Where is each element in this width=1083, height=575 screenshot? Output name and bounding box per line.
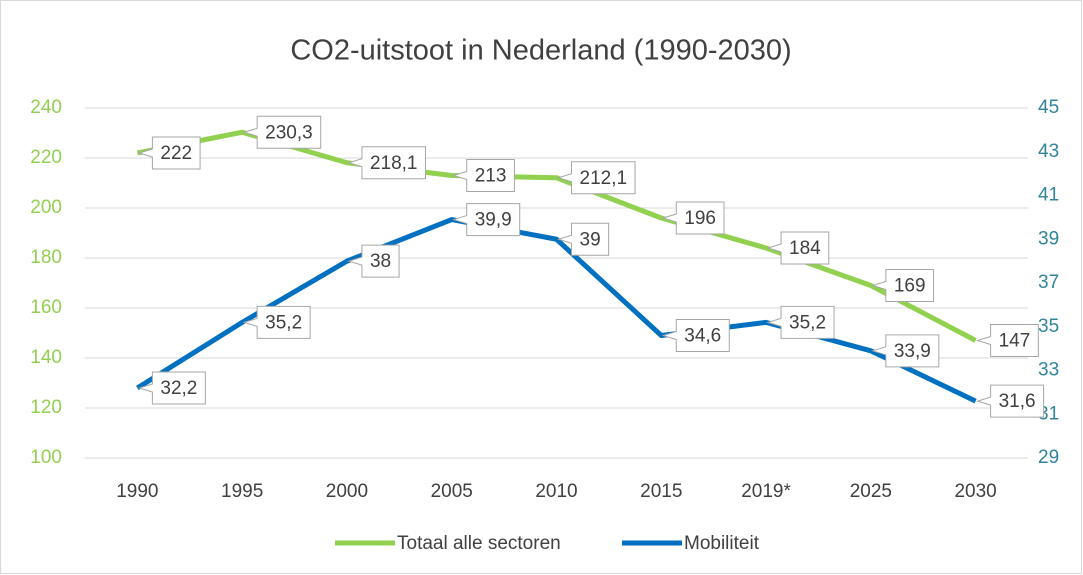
data-label: 169 <box>871 269 935 302</box>
data-label-text: 184 <box>789 238 821 259</box>
data-label: 147 <box>975 324 1039 357</box>
series-line <box>136 217 977 404</box>
data-label: 196 <box>661 201 725 235</box>
data-label: 230,3 <box>242 115 322 149</box>
x-tick-label: 2015 <box>640 481 682 502</box>
data-label: 35,2 <box>242 305 311 339</box>
data-label: 213 <box>452 159 515 192</box>
x-tick-label: 2005 <box>431 481 473 502</box>
y2-tick-label: 37 <box>1038 272 1059 293</box>
data-label-text: 147 <box>999 331 1031 352</box>
y-tick-label: 160 <box>30 297 62 318</box>
y2-tick-label: 29 <box>1038 447 1059 468</box>
y-tick-label: 200 <box>30 197 62 218</box>
data-label: 39 <box>556 222 610 256</box>
data-label-box <box>242 305 311 339</box>
data-label: 222 <box>137 136 201 170</box>
data-label-box <box>975 324 1039 357</box>
y-tick-label: 140 <box>30 347 62 368</box>
data-label-box <box>975 384 1045 418</box>
data-label: 32,2 <box>137 371 206 405</box>
x-tick-label: 2030 <box>954 481 996 502</box>
x-tick-label: 2019* <box>741 481 791 502</box>
data-label: 38 <box>347 244 400 278</box>
data-label-box <box>242 115 322 149</box>
y2-tick-label: 35 <box>1038 316 1059 337</box>
data-label-box <box>556 222 610 256</box>
legend-label: Mobiliteit <box>684 533 760 554</box>
data-label: 34,6 <box>661 319 730 352</box>
data-label-text: 33,9 <box>894 341 931 362</box>
data-label-box <box>661 201 725 235</box>
data-label: 184 <box>766 231 830 265</box>
y2-tick-label: 43 <box>1038 141 1059 162</box>
x-tick-label: 2025 <box>850 481 892 502</box>
data-label-box <box>661 319 730 352</box>
y-tick-label: 100 <box>30 447 62 468</box>
data-label-text: 196 <box>684 208 716 229</box>
data-label: 39,9 <box>452 203 521 237</box>
x-tick-label: 1990 <box>116 481 158 502</box>
data-label-text: 169 <box>894 276 926 297</box>
data-label-text: 32,2 <box>160 378 197 399</box>
y-tick-label: 180 <box>30 247 62 268</box>
data-label-text: 213 <box>475 166 507 187</box>
data-label-text: 212,1 <box>580 168 628 189</box>
data-label-text: 31,6 <box>999 391 1036 412</box>
data-label: 33,9 <box>871 334 940 368</box>
data-label-text: 222 <box>160 143 192 164</box>
legend-label: Totaal alle sectoren <box>397 533 561 554</box>
x-tick-label: 2000 <box>326 481 368 502</box>
y-tick-label: 220 <box>30 147 62 168</box>
data-label-box <box>347 146 426 180</box>
x-tick-label: 2010 <box>535 481 577 502</box>
y2-tick-label: 39 <box>1038 228 1059 249</box>
data-label-box <box>347 244 400 278</box>
data-label-text: 38 <box>370 251 391 272</box>
data-label-box <box>871 334 940 368</box>
data-label-box <box>556 161 636 195</box>
data-label: 212,1 <box>556 161 636 195</box>
data-label-box <box>766 231 830 265</box>
x-tick-label: 1995 <box>221 481 263 502</box>
data-label-box <box>452 159 515 192</box>
y2-tick-label: 41 <box>1038 185 1059 206</box>
data-label: 35,2 <box>766 305 835 339</box>
data-label-box <box>137 136 201 170</box>
y-tick-label: 240 <box>30 97 62 118</box>
chart-title: CO2-uitstoot in Nederland (1990-2030) <box>290 35 791 67</box>
data-label-box <box>137 371 206 405</box>
data-label-text: 218,1 <box>370 153 418 174</box>
data-label-box <box>452 203 521 237</box>
data-label: 218,1 <box>347 146 426 180</box>
data-label: 31,6 <box>975 384 1045 418</box>
y2-tick-label: 45 <box>1038 97 1059 118</box>
data-label-text: 39 <box>580 229 601 250</box>
data-label-text: 35,2 <box>265 312 302 333</box>
data-label-text: 39,9 <box>475 210 512 231</box>
data-label-text: 34,6 <box>684 326 721 347</box>
data-label-text: 35,2 <box>789 312 826 333</box>
y-tick-label: 120 <box>30 397 62 418</box>
data-label-text: 230,3 <box>265 122 313 143</box>
data-label-box <box>871 269 935 302</box>
data-label-box <box>766 305 835 339</box>
y2-tick-label: 33 <box>1038 360 1059 381</box>
